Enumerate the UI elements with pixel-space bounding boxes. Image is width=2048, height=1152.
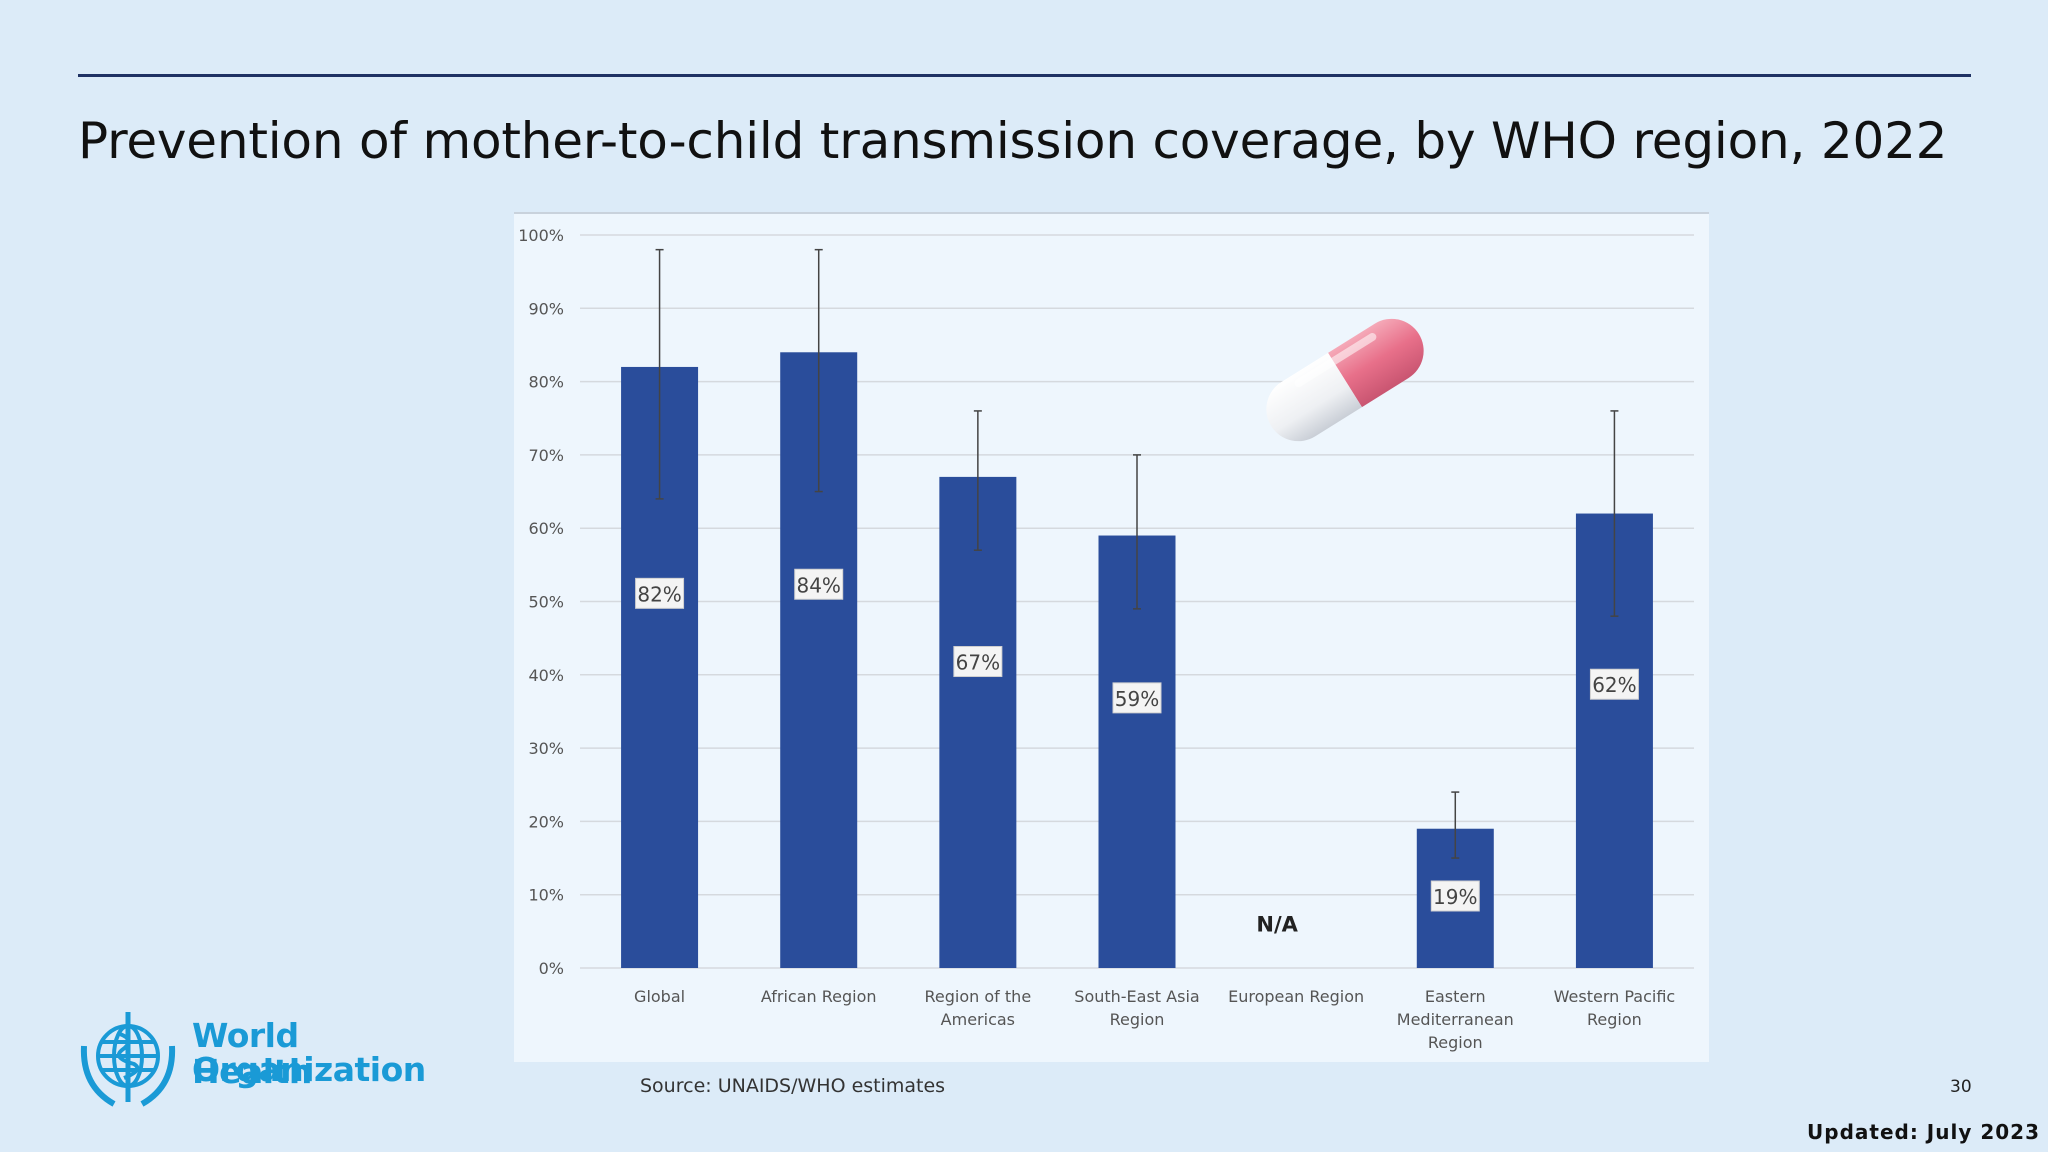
- data-label: 62%: [1592, 673, 1636, 697]
- bar-chart: 0% 10% 20% 30% 40% 50% 60% 70% 80% 90% 100% 82% Glob…: [514, 212, 1709, 1052]
- y-tick-label: 90%: [528, 299, 564, 318]
- y-tick-label: 0%: [539, 959, 564, 978]
- page-number: 30: [1950, 1077, 1972, 1097]
- who-logo: World Health Organization: [74, 1006, 426, 1114]
- data-label-box: [1112, 682, 1162, 714]
- y-tick-label: 100%: [518, 226, 564, 245]
- slide-title: Prevention of mother-to-child transmissi…: [78, 112, 1948, 170]
- data-label-box: [635, 577, 685, 609]
- y-tick-label: 40%: [528, 666, 564, 685]
- x-tick-label: European Region: [1228, 987, 1364, 1006]
- x-tick-label: African Region: [761, 987, 877, 1006]
- data-label: 19%: [1433, 885, 1477, 909]
- x-tick-label: South-East Asia: [1074, 987, 1199, 1006]
- y-tick-label: 60%: [528, 519, 564, 538]
- title-rule: [78, 74, 1971, 77]
- y-tick-label: 30%: [528, 739, 564, 758]
- data-label-na: N/A: [1256, 912, 1298, 936]
- pill-icon: [1240, 290, 1450, 470]
- y-tick-label: 80%: [528, 373, 564, 392]
- x-tick-label: Americas: [941, 1010, 1015, 1029]
- source-note: Source: UNAIDS/WHO estimates: [640, 1075, 946, 1097]
- x-tick-label: Eastern: [1425, 987, 1486, 1006]
- who-emblem-icon: [80, 1012, 176, 1107]
- data-label: 84%: [796, 573, 840, 597]
- x-tick-label: Region: [1428, 1033, 1483, 1052]
- x-tick-label: Western Pacific: [1554, 987, 1676, 1006]
- data-label: 59%: [1115, 687, 1159, 711]
- x-tick-label: Region: [1587, 1010, 1642, 1029]
- bar: [939, 476, 1017, 968]
- y-tick-label: 20%: [528, 812, 564, 831]
- data-label-box: [794, 568, 844, 600]
- y-tick-label: 10%: [528, 886, 564, 905]
- x-tick-label: Region of the: [925, 987, 1032, 1006]
- updated-note: Updated: July 2023: [1807, 1120, 2040, 1144]
- data-label: 82%: [637, 582, 681, 606]
- x-tick-label: Mediterranean: [1397, 1010, 1514, 1029]
- data-label-box: [1589, 668, 1639, 700]
- y-tick-label: 70%: [528, 446, 564, 465]
- x-tick-label: Global: [634, 987, 685, 1006]
- data-label-box: [953, 646, 1003, 678]
- chart-panel: 0% 10% 20% 30% 40% 50% 60% 70% 80% 90% 100% 82% Glob…: [514, 212, 1709, 1062]
- logo-text-line2: Organization: [192, 1050, 426, 1089]
- y-tick-label: 50%: [528, 593, 564, 612]
- x-tick-label: Region: [1110, 1010, 1165, 1029]
- data-label: 67%: [956, 651, 1000, 675]
- data-label-box: [1430, 880, 1480, 912]
- logo-text-line1: World Health: [192, 1016, 312, 1091]
